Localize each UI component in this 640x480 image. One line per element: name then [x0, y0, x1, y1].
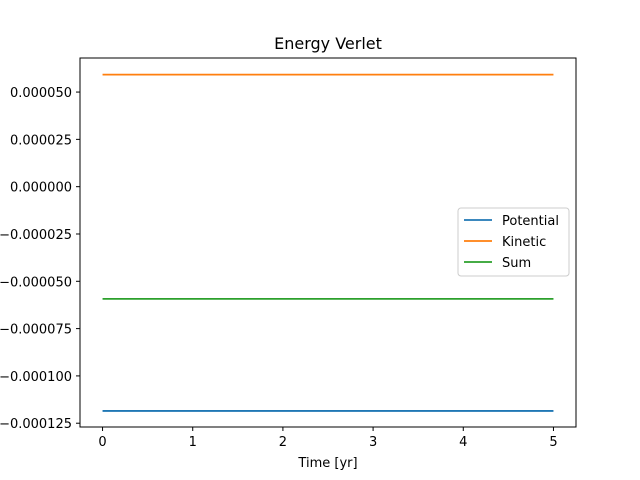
x-tick-label: 3 — [369, 435, 377, 450]
legend-box — [457, 207, 570, 277]
x-tick-label: 5 — [549, 435, 557, 450]
x-axis-label: Time [yr] — [297, 456, 357, 471]
y-tick-label: −0.000075 — [0, 323, 72, 338]
legend-label: Kinetic — [502, 235, 546, 250]
y-axis: −0.000125 −0.000100 −0.000075 −0.000050 −0.0… — [0, 86, 80, 432]
x-tick-label: 1 — [189, 435, 197, 450]
y-tick-label: 0.000025 — [10, 133, 72, 148]
x-tick-label: 4 — [459, 435, 467, 450]
y-tick-label: −0.000050 — [0, 275, 72, 290]
legend: Potential Kinetic Sum — [457, 207, 570, 277]
chart-title: Energy Verlet — [274, 34, 382, 53]
plot-frame — [79, 57, 577, 428]
series-layer — [102, 73, 554, 412]
x-axis: 0 1 2 3 4 5 — [98, 427, 558, 450]
y-tick-label: 0.000050 — [10, 86, 72, 101]
y-tick-label: −0.000100 — [0, 370, 72, 385]
y-tick-label: −0.000025 — [0, 228, 72, 243]
legend-label: Potential — [502, 214, 559, 229]
y-tick-label: −0.000125 — [0, 417, 72, 432]
x-tick-label: 0 — [98, 435, 106, 450]
x-tick-label: 2 — [279, 435, 287, 450]
legend-label: Sum — [502, 256, 531, 271]
y-tick-label: 0.000000 — [10, 181, 72, 196]
